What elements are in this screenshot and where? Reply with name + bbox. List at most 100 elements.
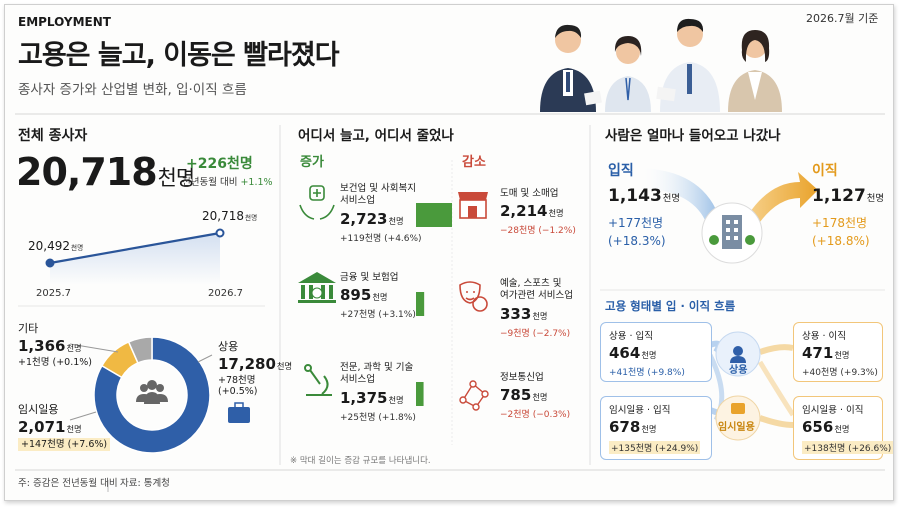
segment-label: 기타 bbox=[18, 322, 39, 335]
unit: 천명 bbox=[641, 350, 657, 360]
bar bbox=[416, 382, 424, 406]
value: 17,280 bbox=[218, 355, 276, 373]
briefcase-icon bbox=[228, 402, 250, 423]
flow-box: 임시일용 · 이직 656천명 +138천명 (+26.6%) bbox=[793, 396, 894, 460]
box-value: 678천명 bbox=[609, 418, 703, 436]
bar bbox=[416, 292, 425, 316]
segment-label: 상용 bbox=[218, 340, 239, 353]
hire-flow bbox=[640, 168, 718, 220]
value: 20,718 bbox=[202, 209, 244, 223]
industry-name: 도매 및 소매업 bbox=[500, 188, 559, 199]
industry-value: 333천명 bbox=[500, 305, 580, 323]
group-label: 증가 bbox=[300, 155, 324, 170]
health-icon bbox=[299, 185, 335, 220]
bar bbox=[416, 203, 452, 227]
value: 2,723 bbox=[340, 209, 388, 228]
unit: 천명 bbox=[245, 214, 258, 222]
node-label: 상용 bbox=[729, 365, 748, 376]
unit: 천명 bbox=[641, 424, 657, 434]
x-label: 2025.7 bbox=[36, 288, 71, 299]
industry-item: 도매 및 소매업 2,214천명 −28천명 (−1.2%) bbox=[500, 188, 580, 236]
segment-value: 2,071천명 bbox=[18, 418, 82, 436]
industry-name: 예술, 스포츠 및 여가관련 서비스업 bbox=[500, 278, 573, 302]
box-value: 464천명 bbox=[609, 344, 703, 362]
unit: 천명 bbox=[662, 193, 680, 204]
people-icon bbox=[136, 380, 168, 404]
building-icon bbox=[709, 215, 755, 249]
industry-item: 보건업 및 사회복지 서비스업 2,723천명 +119천명 (+4.6%) bbox=[340, 183, 422, 244]
box-change: +40천명 (+9.3%) bbox=[802, 368, 878, 378]
industry-change: −9천명 (−2.7%) bbox=[500, 328, 571, 339]
industry-value: 1,375천명 bbox=[340, 389, 420, 407]
unit: 천명 bbox=[532, 392, 548, 403]
unit: 천명 bbox=[834, 424, 850, 434]
date: 2026.7월 기준 bbox=[806, 12, 879, 25]
section-title: 고용 형태별 입 · 이직 흐름 bbox=[605, 299, 736, 313]
value: 20,492 bbox=[28, 239, 70, 253]
title: 고용은 늘고, 이동은 빨라졌다 bbox=[18, 40, 340, 71]
flow-label: 이직 bbox=[812, 163, 838, 179]
total-value: 20,718천명 bbox=[16, 150, 195, 196]
flow-box: 상용 · 입직 464천명 +41천명 (+9.8%) bbox=[600, 322, 712, 382]
value: 656 bbox=[802, 418, 834, 436]
microscope-icon bbox=[304, 364, 332, 396]
mask-icon bbox=[459, 281, 488, 312]
industry-name: 금융 및 보험업 bbox=[340, 272, 399, 283]
industry-change: −28천명 (−1.2%) bbox=[500, 226, 576, 237]
segment-change: +147천명 (+7.6%) bbox=[18, 438, 111, 452]
flow-box: 상용 · 이직 471천명 +40천명 (+9.3%) bbox=[793, 322, 883, 382]
industry-item: 정보통신업 785천명 −2천명 (−0.3%) bbox=[500, 372, 580, 420]
segment-value: 17,280천명 bbox=[218, 355, 292, 373]
flow-value: 1,127천명 bbox=[812, 186, 884, 206]
note: 전년동월 대비 bbox=[182, 177, 238, 188]
people-illustration bbox=[540, 18, 782, 112]
note: ※ 막대 길이는 증감 규모를 나타냅니다. bbox=[290, 456, 431, 466]
unit: 천명 bbox=[71, 244, 84, 252]
box-change: +41천명 (+9.8%) bbox=[609, 368, 685, 378]
person-icon bbox=[730, 356, 746, 363]
value: 464 bbox=[609, 344, 641, 362]
industry-value: 2,214천명 bbox=[500, 202, 580, 220]
industry-value: 785천명 bbox=[500, 386, 580, 404]
total-change: +226천명 bbox=[186, 156, 253, 172]
node-label: 임시일용 bbox=[718, 422, 755, 433]
segment-value: 1,366천명 bbox=[18, 337, 82, 355]
section-title: 전체 종사자 bbox=[18, 128, 88, 144]
flow-rate: (+18.3%) bbox=[608, 234, 666, 248]
leader bbox=[69, 343, 119, 353]
value: 471 bbox=[802, 344, 834, 362]
unit: 천명 bbox=[834, 350, 850, 360]
flow-value: 1,143천명 bbox=[608, 186, 680, 206]
store-icon bbox=[458, 192, 488, 219]
separation-flow bbox=[748, 172, 818, 222]
value: 1,143 bbox=[608, 186, 662, 206]
industry-name: 정보통신업 bbox=[500, 372, 544, 383]
segment-label: 임시일용 bbox=[18, 403, 59, 416]
value: 1,127 bbox=[812, 186, 866, 206]
line-area bbox=[50, 233, 220, 285]
unit: 천명 bbox=[548, 208, 564, 219]
line bbox=[49, 231, 221, 265]
value: 895 bbox=[340, 286, 372, 305]
industry-change: +27천명 (+3.1%) bbox=[340, 310, 416, 321]
box-change: +135천명 (+24.9%) bbox=[609, 441, 701, 454]
box-label: 상용 · 입직 bbox=[609, 331, 654, 342]
unit: 천명 bbox=[388, 394, 404, 405]
leader bbox=[69, 411, 97, 421]
segment-change: +78천명 (+0.5%) bbox=[218, 375, 258, 398]
calendar-icon bbox=[731, 403, 745, 414]
bank-icon bbox=[298, 272, 336, 303]
type-flow bbox=[759, 344, 794, 428]
footer-note: 주: 증감은 전년동월 대비 bbox=[18, 478, 118, 489]
value: 20,718 bbox=[16, 150, 158, 194]
industry-value: 2,723천명 bbox=[340, 210, 420, 228]
industry-item: 예술, 스포츠 및 여가관련 서비스업 333천명 −9천명 (−2.7%) bbox=[500, 278, 580, 339]
unit: 천명 bbox=[66, 343, 82, 353]
temporary-node bbox=[715, 395, 761, 441]
box-change: +138천명 (+26.6%) bbox=[802, 441, 894, 454]
change-note: 전년동월 대비 +1.1% bbox=[182, 177, 273, 188]
x-label: 2026.7 bbox=[208, 288, 243, 299]
value: 1,366 bbox=[18, 337, 66, 355]
